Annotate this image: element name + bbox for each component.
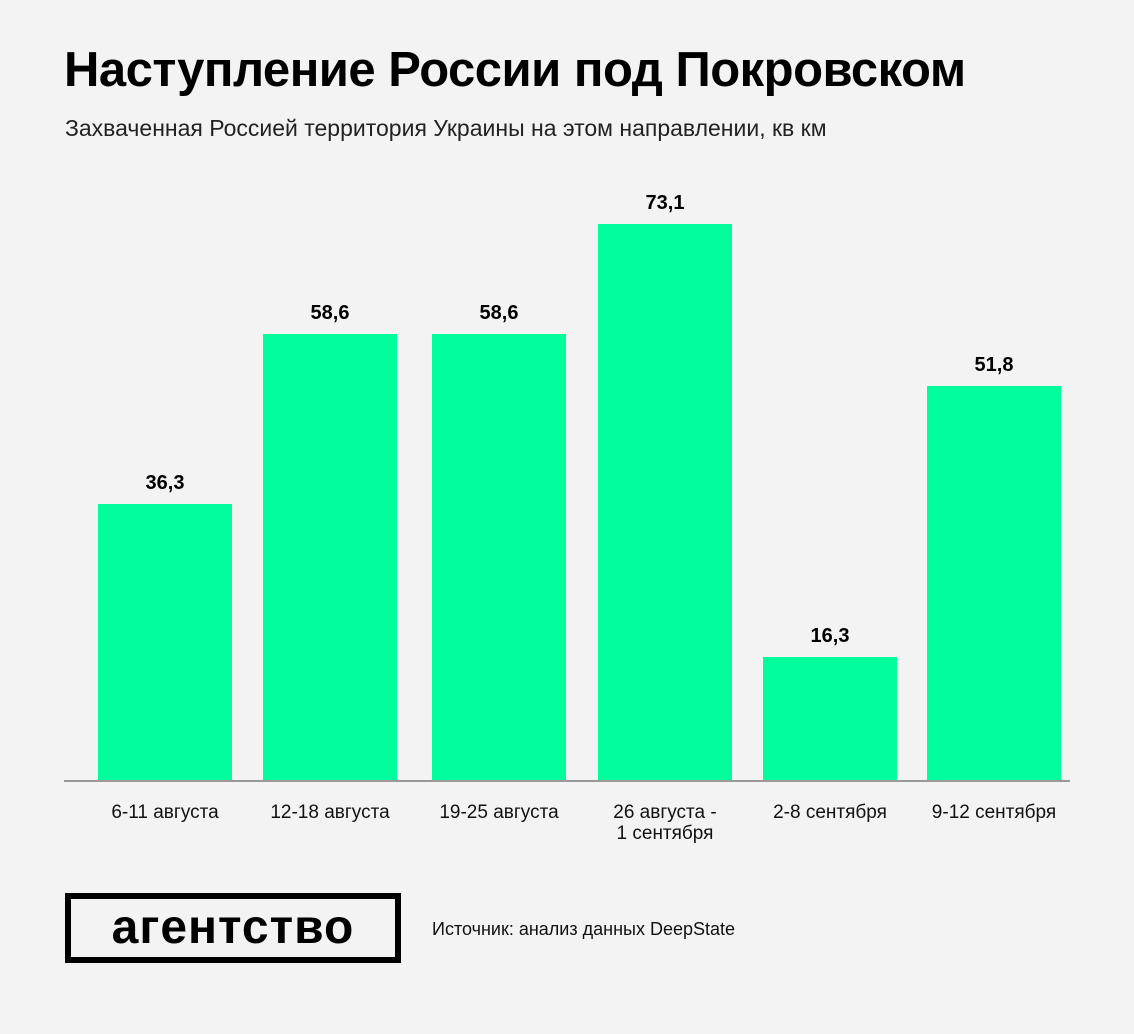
x-axis-line: [64, 780, 1070, 782]
x-tick-label: 2-8 сентября: [773, 802, 887, 823]
bar: [98, 504, 232, 781]
x-tick-label: 6-11 августа: [111, 802, 219, 823]
bar-value-label: 51,8: [974, 354, 1014, 377]
x-tick-label: 12-18 августа: [270, 802, 390, 823]
bar: [432, 334, 566, 781]
chart-subtitle: Захваченная Россией территория Украины н…: [65, 115, 827, 141]
source-note: Источник: анализ данных DeepState: [432, 919, 736, 939]
bar-value-label: 36,3: [145, 472, 185, 495]
bar: [263, 334, 397, 781]
bar-value-label: 58,6: [310, 302, 350, 325]
bar: [598, 224, 732, 781]
bar: [927, 386, 1061, 781]
bar-value-label: 16,3: [810, 624, 850, 647]
chart-title: Наступление России под Покровском: [64, 43, 966, 97]
x-tick-label: 26 августа - 1 сентября: [613, 802, 717, 844]
agentstvo-logo: агентство: [65, 893, 401, 963]
bar: [763, 656, 897, 781]
x-tick-label: 9-12 сентября: [931, 802, 1057, 823]
bar-value-label: 73,1: [645, 192, 685, 214]
x-tick-label: 19-25 августа: [439, 802, 559, 823]
bar-value-label: 58,6: [479, 302, 519, 325]
